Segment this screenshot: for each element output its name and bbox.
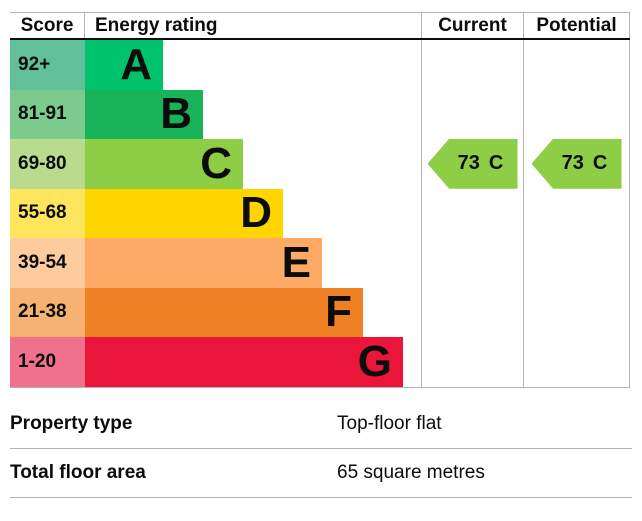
total-floor-area-label: Total floor area (10, 461, 146, 483)
bar-area-d: D (85, 188, 422, 238)
band-bar-c: C (85, 139, 243, 189)
band-bar-e: E (85, 238, 322, 288)
score-range-f: 21-38 (10, 287, 85, 337)
score-range-c: 69-80 (10, 139, 85, 189)
potential-cell (524, 188, 630, 238)
band-row-c: 69-80 C 73 C 73 C (10, 138, 630, 189)
band-bar-b: B (85, 89, 203, 139)
current-cell: 73 C (422, 138, 524, 189)
score-column-header: Score (10, 13, 85, 38)
band-bar-g: G (85, 337, 403, 387)
score-range-a: 92+ (10, 40, 85, 90)
potential-cell: 73 C (524, 138, 630, 189)
score-range-g: 1-20 (10, 337, 85, 387)
potential-rating-arrow-score: 73 (561, 152, 584, 175)
bar-area-f: F (85, 287, 422, 337)
potential-column-header: Potential (524, 13, 630, 38)
potential-cell (524, 337, 630, 387)
property-type-row: Property type Top-floor flat (10, 394, 632, 449)
band-row-g: 1-20 G (10, 337, 630, 387)
current-cell (422, 40, 524, 90)
score-range-d: 55-68 (10, 188, 85, 238)
bar-area-a: A (85, 40, 422, 90)
bar-area-e: E (85, 238, 422, 288)
current-rating-arrow: 73 C (427, 138, 518, 189)
band-bar-a: A (85, 40, 163, 90)
property-details: Property type Top-floor flat Total floor… (10, 394, 632, 498)
potential-cell (524, 40, 630, 90)
property-type-value: Top-floor flat (337, 412, 442, 434)
potential-rating-arrow-band: C (592, 152, 608, 175)
current-cell (422, 89, 524, 139)
current-cell (422, 238, 524, 288)
total-floor-area-row: Total floor area 65 square metres (10, 449, 632, 498)
band-bar-f: F (85, 287, 363, 337)
bar-area-g: G (85, 337, 422, 387)
band-row-a: 92+ A (10, 40, 630, 90)
epc-rating-chart: Score Energy rating Current Potential 92… (10, 12, 630, 388)
chart-header-row: Score Energy rating Current Potential (10, 12, 630, 40)
property-type-label: Property type (10, 412, 133, 434)
current-column-header: Current (422, 13, 524, 38)
band-row-f: 21-38 F (10, 287, 630, 337)
band-row-e: 39-54 E (10, 238, 630, 288)
score-range-b: 81-91 (10, 89, 85, 139)
potential-cell (524, 89, 630, 139)
bar-area-b: B (85, 89, 422, 139)
current-cell (422, 337, 524, 387)
current-rating-arrow-score: 73 (457, 152, 480, 175)
energy-rating-column-header: Energy rating (85, 13, 422, 38)
current-cell (422, 188, 524, 238)
current-rating-arrow-band: C (488, 152, 504, 175)
potential-cell (524, 287, 630, 337)
band-row-b: 81-91 B (10, 89, 630, 139)
potential-cell (524, 238, 630, 288)
total-floor-area-value: 65 square metres (337, 461, 485, 483)
rating-bands: 92+ A 81-91 B 69-80 C 73 C 73 C 55-68 D 39-54 E 21-38 F… (10, 40, 630, 388)
band-row-d: 55-68 D (10, 188, 630, 238)
bar-area-c: C (85, 139, 422, 189)
band-bar-d: D (85, 188, 283, 238)
score-range-e: 39-54 (10, 238, 85, 288)
current-cell (422, 287, 524, 337)
potential-rating-arrow: 73 C (531, 138, 622, 189)
